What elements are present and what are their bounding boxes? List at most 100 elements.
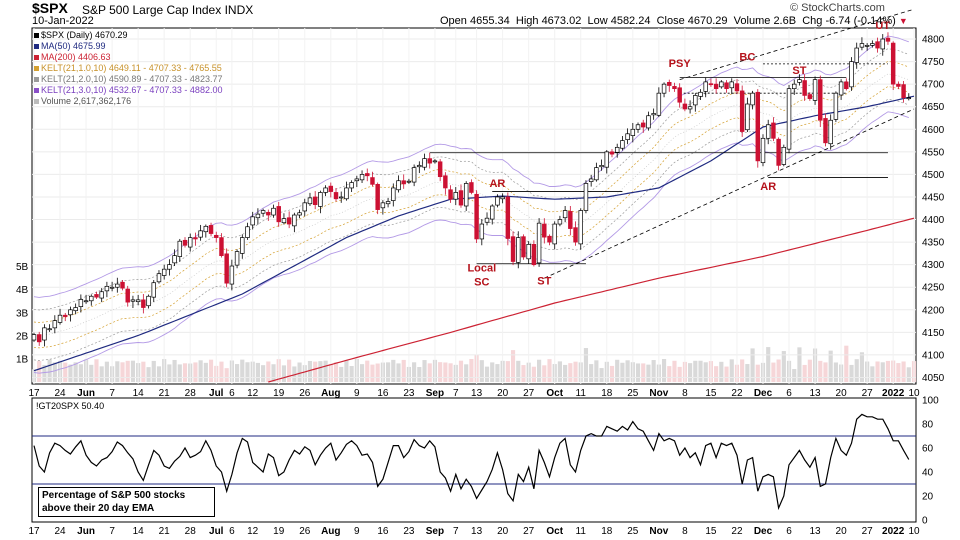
candle-body [89,295,94,302]
candle-body [557,219,563,225]
candle-body [312,196,318,205]
candle-body [354,178,360,182]
candle-body [510,236,516,262]
breadth-date-tick-label: 2022 [882,526,905,537]
candle-body [255,213,261,219]
date-tick-label: Oct [546,388,563,399]
volume-bar [698,360,703,382]
candle-body [588,178,594,182]
breadth-tick-label: 20 [922,492,934,503]
volume-bar [73,362,78,382]
legend-ma50-text: MA(50) 4675.99 [41,41,106,51]
date-tick-label: 12 [247,388,259,399]
date-tick-label: 13 [471,388,483,399]
date-tick-label: 16 [377,388,389,399]
volume-bar [370,364,375,382]
candle-body [328,185,334,192]
volume-tick-label: 5B [16,262,29,273]
volume-bar [620,362,625,382]
date-tick-label: 11 [576,388,587,399]
candle-body [281,218,287,224]
date-tick-label: 18 [601,388,613,399]
candle-body [823,118,828,144]
legend-kelt2-text: KELT(21,2.0,10) 4590.89 - 4707.33 - 4823… [41,74,223,84]
candle-body [734,83,740,92]
candle-body [73,307,78,312]
volume-bar [844,345,849,382]
candle-body [490,205,495,220]
price-tick-label: 4050 [922,373,945,384]
breadth-note-box: Percentage of S&P 500 stocks above their… [38,487,215,517]
volume-bar [219,361,224,382]
legend-kelt1: KELT(21,1.0,10) 4649.11 - 4707.33 - 4765… [34,63,222,73]
candle-body [172,255,177,264]
date-tick-label: 28 [185,388,197,399]
breadth-date-tick-label: 24 [54,526,66,537]
price-swatch-icon [34,33,39,39]
breadth-date-tick-label: 6 [786,526,792,537]
brand-link[interactable]: © StockCharts.com [790,2,885,14]
candle-body [844,81,849,90]
volume-bar [615,359,620,382]
volume-bar [94,359,99,382]
index-name-text: S&P 500 Large Cap Index [82,3,222,17]
candle-body [849,61,854,88]
candle-body [833,92,839,120]
candle-body [208,225,214,234]
candle-body [193,237,198,240]
candle-body [604,151,610,168]
candle-body [484,217,490,223]
price-tick-label: 4100 [922,350,945,361]
candle-body [885,37,891,42]
volume-bar [563,364,568,382]
volume-tick-label: 3B [16,308,29,319]
date-tick-label: 6 [786,388,792,399]
date-tick-label: 26 [299,388,311,399]
volume-bar [729,359,734,382]
breadth-note-line2: above their 20 day EMA [42,503,155,514]
candle-body [667,81,672,86]
breadth-tick-label: 60 [922,444,934,455]
volume-bar [375,363,380,382]
date-tick-label: 7 [109,388,115,399]
candle-body [146,295,151,307]
date-tick-label: 14 [133,388,145,399]
breadth-date-tick-label: 21 [159,526,171,537]
date-tick-label: 22 [731,388,743,399]
change-label: Chg [802,15,823,27]
breadth-date-tick-label: 27 [862,526,874,537]
candle-body [375,183,380,210]
volume-bar [386,362,391,382]
volume-bar [896,363,901,382]
volume-bar [557,361,562,382]
candle-body [203,225,209,233]
volume-bar [490,362,495,382]
volume-bar [703,362,708,382]
candle-body [63,314,68,317]
wyckoff-label: AR [760,181,776,193]
volume-bar [261,365,266,382]
volume-bar [208,359,214,382]
wyckoff-label: AR [489,178,505,190]
volume-bar [828,350,833,382]
volume-bar [120,362,125,382]
breadth-date-tick-label: 8 [682,526,688,537]
volume-label: Volume [733,15,771,27]
volume-bar [172,359,177,382]
volume-bar [125,360,130,382]
candle-body [427,158,432,164]
breadth-date-tick-label: Jun [77,526,95,537]
date-tick-label: 24 [54,388,66,399]
axes: 4050 4100 4150 4200 4250 4300 4350 4400 4450 4500… [16,35,945,537]
candle-body [760,137,766,164]
volume-bar [599,368,604,382]
volume-bar [156,366,162,382]
volume-bar [422,360,427,382]
channel-line [544,108,915,279]
candle-body [776,138,781,166]
candle-body [161,268,167,276]
candle-body [151,282,156,298]
breadth-date-tick-label: 6 [229,526,235,537]
price-tick-label: 4550 [922,147,945,158]
volume-bar [130,360,136,382]
